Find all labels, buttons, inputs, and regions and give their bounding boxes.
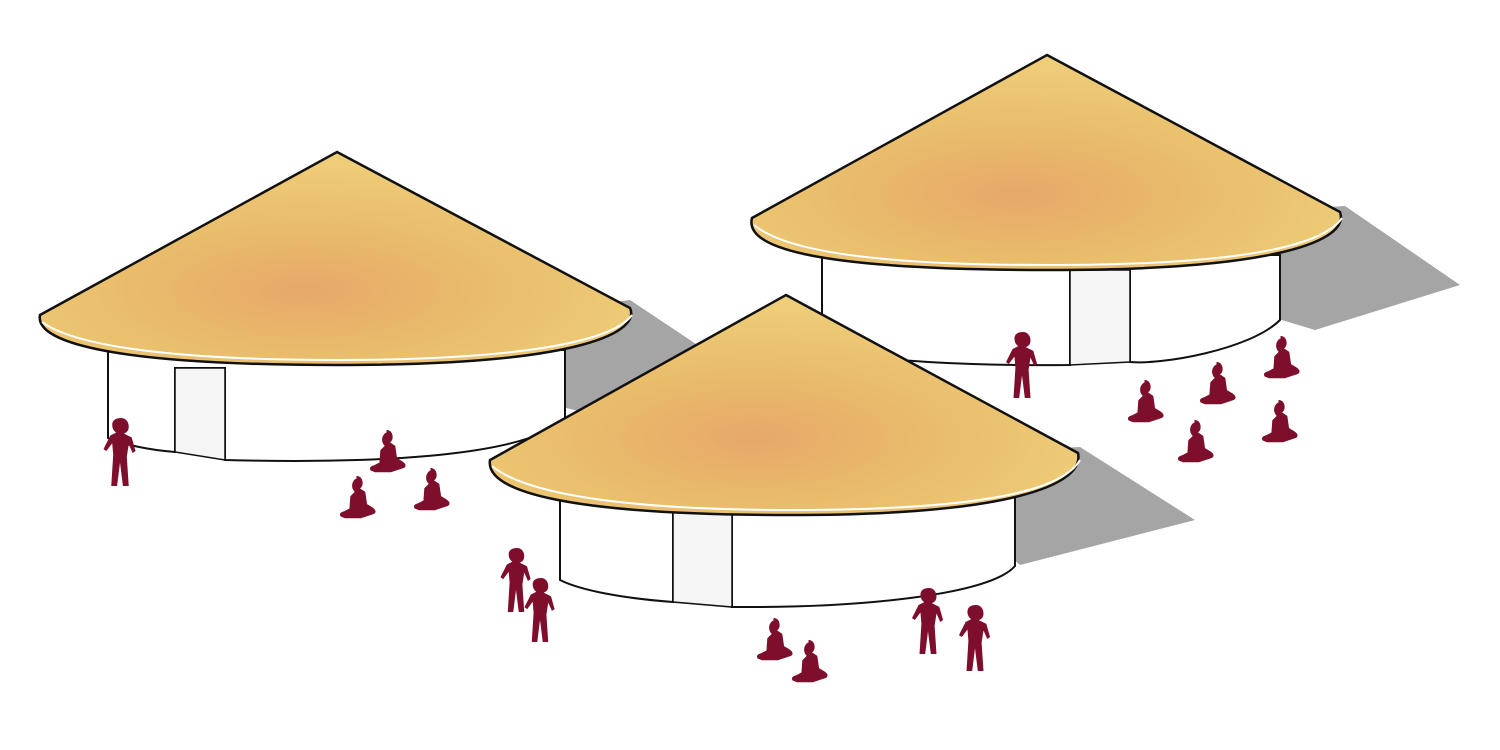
left-hut-roof bbox=[38, 150, 633, 367]
sitting-person bbox=[1177, 420, 1214, 463]
standing-person bbox=[958, 605, 991, 671]
standing-person bbox=[500, 548, 531, 612]
right-hut-door bbox=[1069, 269, 1131, 366]
standing-person bbox=[524, 578, 555, 642]
center-hut-wall bbox=[559, 491, 1016, 609]
right-hut-wall bbox=[821, 254, 1281, 367]
sitting-person bbox=[1127, 380, 1164, 423]
sitting-person bbox=[413, 468, 450, 511]
center-hut-door bbox=[672, 511, 733, 608]
sitting-person bbox=[339, 476, 376, 519]
left-hut bbox=[38, 150, 633, 462]
center-hut-roof bbox=[488, 293, 1080, 517]
sitting-person bbox=[756, 618, 793, 661]
right-hut-roof bbox=[750, 53, 1343, 272]
right-hut bbox=[750, 53, 1343, 367]
sitting-person bbox=[791, 640, 828, 683]
sitting-person bbox=[1263, 336, 1300, 379]
sitting-person bbox=[1261, 400, 1298, 443]
sitting-person bbox=[1199, 362, 1236, 405]
left-hut-door bbox=[174, 367, 226, 461]
center-hut bbox=[488, 293, 1081, 609]
